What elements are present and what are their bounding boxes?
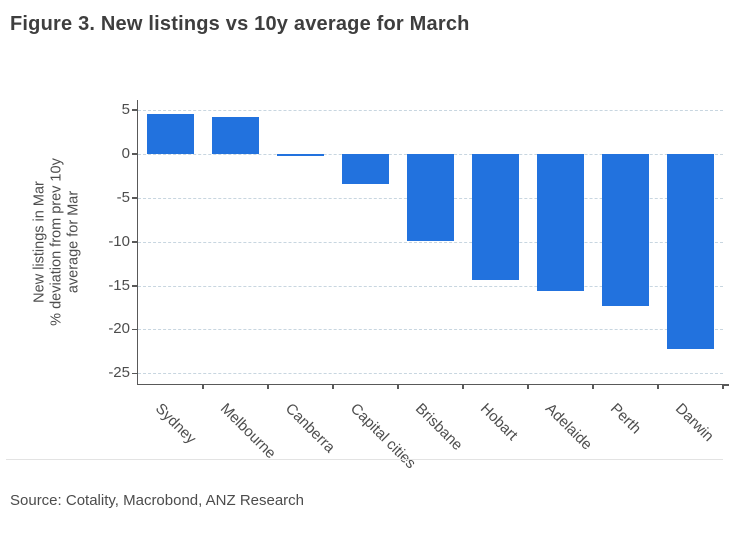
y-axis-title-line-3: average for Mar: [65, 190, 82, 294]
x-label-adelaide: Adelaide: [541, 400, 595, 454]
x-tick-mark-9: [722, 384, 724, 389]
bar-canberra: [277, 153, 324, 157]
bar-adelaide: [537, 153, 584, 291]
x-axis-extension: [722, 384, 729, 386]
y-tick-label--20: -20: [108, 320, 130, 338]
bar-brisbane: [407, 153, 454, 241]
x-label-sydney: Sydney: [151, 400, 199, 448]
y-tick-label--25: -25: [108, 364, 130, 382]
y-tick-label--10: -10: [108, 232, 130, 250]
bar-hobart: [472, 153, 519, 281]
y-tick-label-0: 0: [121, 144, 130, 162]
x-tick-mark-2: [267, 384, 269, 389]
y-tick-mark--5: [131, 197, 137, 199]
x-tick-mark-6: [527, 384, 529, 389]
y-axis-title: New listings in Mar % deviation from pre…: [32, 158, 83, 326]
plot-area: [131, 100, 724, 389]
x-label-hobart: Hobart: [476, 400, 521, 444]
y-tick-mark--15: [131, 285, 137, 287]
x-tick-mark-7: [592, 384, 594, 389]
x-label-melbourne: Melbourne: [216, 400, 279, 463]
source-text: Source: Cotality, Macrobond, ANZ Researc…: [10, 492, 305, 509]
x-tick-mark-3: [332, 384, 334, 389]
bar-darwin: [667, 153, 714, 349]
gridline--15: [138, 285, 723, 287]
x-label-canberra: Canberra: [281, 400, 338, 457]
y-tick-label-5: 5: [121, 100, 130, 118]
x-label-capital-cities: Capital cities: [346, 400, 419, 473]
bar-perth: [602, 153, 649, 306]
gridline--25: [138, 373, 723, 375]
gridline-5: [138, 109, 723, 111]
bar-melbourne: [212, 116, 259, 154]
figure-title: Figure 3. New listings vs 10y average fo…: [10, 13, 470, 35]
gridline--10: [138, 241, 723, 243]
x-label-perth: Perth: [606, 400, 644, 438]
y-axis-title-line-2: % deviation from prev 10y: [48, 158, 65, 326]
y-axis-title-line-1: New listings in Mar: [31, 181, 48, 303]
bar-capital-cities: [342, 153, 389, 184]
y-tick-mark--10: [131, 241, 137, 243]
y-tick-label--15: -15: [108, 276, 130, 294]
y-tick-mark-0: [131, 153, 137, 155]
y-tick-mark--20: [131, 328, 137, 331]
x-tick-mark-5: [462, 384, 464, 389]
x-tick-mark-1: [202, 384, 204, 389]
y-tick-mark--25: [131, 372, 137, 375]
x-tick-mark-8: [657, 384, 659, 389]
y-tick-label--5: -5: [116, 188, 130, 206]
gridline--20: [138, 329, 723, 331]
divider-rule: [6, 459, 723, 460]
x-label-darwin: Darwin: [671, 400, 717, 446]
y-tick-mark-5: [131, 109, 137, 111]
x-tick-mark-4: [397, 384, 399, 389]
bar-sydney: [147, 114, 194, 154]
x-label-brisbane: Brisbane: [411, 400, 466, 454]
